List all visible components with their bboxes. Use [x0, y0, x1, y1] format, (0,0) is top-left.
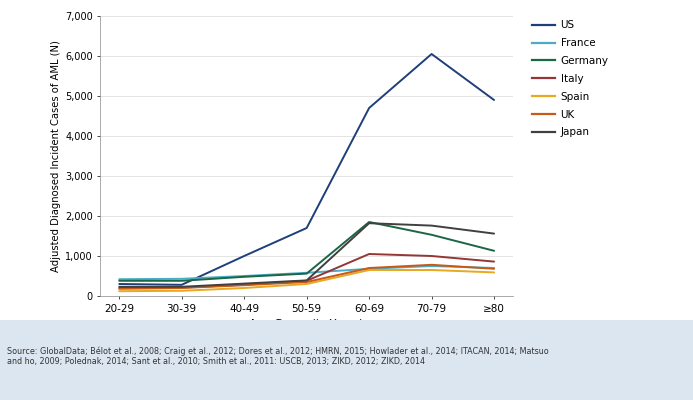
Text: Source: GlobalData; Bélot et al., 2008; Craig et al., 2012; Dores et al., 2012; : Source: GlobalData; Bélot et al., 2008; …: [7, 346, 549, 366]
X-axis label: Age Group (in Years): Age Group (in Years): [249, 319, 364, 329]
Y-axis label: Adjusted Diagnosed Incident Cases of AML (N): Adjusted Diagnosed Incident Cases of AML…: [51, 40, 61, 272]
Legend: US, France, Germany, Italy, Spain, UK, Japan: US, France, Germany, Italy, Spain, UK, J…: [530, 18, 611, 140]
